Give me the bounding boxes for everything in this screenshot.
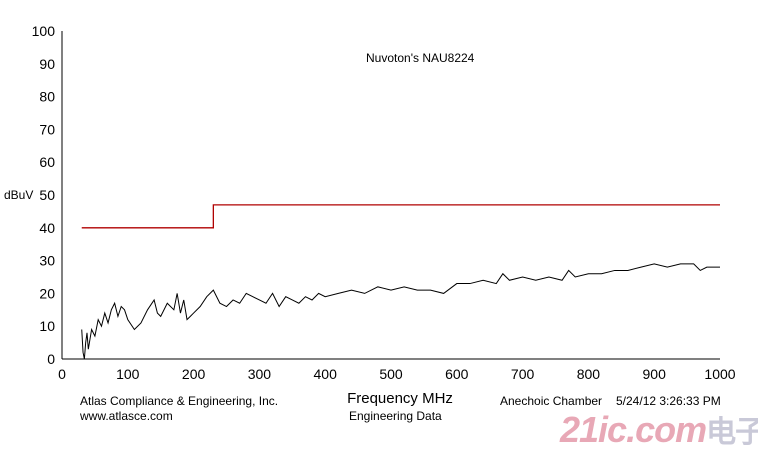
x-axis-label: Frequency MHz	[347, 390, 453, 407]
footer-data-type: Engineering Data	[349, 409, 442, 423]
x-tick-label: 100	[116, 366, 140, 382]
x-tick-label: 200	[182, 366, 206, 382]
x-tick-label: 700	[511, 366, 535, 382]
x-tick-label: 800	[577, 366, 601, 382]
footer-timestamp: 5/24/12 3:26:33 PM	[616, 394, 721, 408]
x-tick-label: 400	[314, 366, 338, 382]
y-tick-label: 60	[39, 154, 55, 170]
limit-line	[81, 204, 720, 229]
y-tick-label: 70	[39, 121, 55, 137]
x-tick-labels: 0 100 200 300 400 500 600 700 800 900 1000	[58, 366, 736, 382]
footer-website: www.atlasce.com	[80, 409, 173, 423]
chart-title: Nuvoton's NAU8224	[366, 51, 475, 65]
y-tick-label: 50	[39, 187, 55, 203]
footer-company: Atlas Compliance & Engineering, Inc.	[80, 394, 279, 408]
y-tick-labels: 0 10 20 30 40 50 60 70 80 90 100	[32, 23, 56, 367]
x-tick-label: 900	[643, 366, 667, 382]
y-tick-label: 0	[47, 351, 55, 367]
watermark-cn-text: 电子网	[706, 416, 758, 449]
y-tick-label: 100	[32, 23, 56, 39]
measurement-series-line	[81, 263, 720, 360]
y-tick-label: 90	[39, 56, 55, 72]
x-tick-label: 1000	[704, 366, 735, 382]
y-axis-label: dBuV	[4, 188, 33, 202]
x-tick-label: 300	[248, 366, 272, 382]
y-tick-label: 40	[39, 220, 55, 236]
y-tick-label: 80	[39, 89, 55, 105]
y-tick-label: 30	[39, 253, 55, 269]
watermark-logo: 21ic.com电子网	[560, 407, 758, 451]
x-tick-label: 600	[445, 366, 469, 382]
x-tick-label: 500	[379, 366, 403, 382]
y-tick-label: 20	[39, 285, 55, 301]
watermark-text: 21ic.com	[560, 409, 707, 450]
x-tick-label: 0	[58, 366, 66, 382]
footer-chamber: Anechoic Chamber	[500, 394, 603, 408]
y-tick-label: 10	[39, 318, 55, 334]
